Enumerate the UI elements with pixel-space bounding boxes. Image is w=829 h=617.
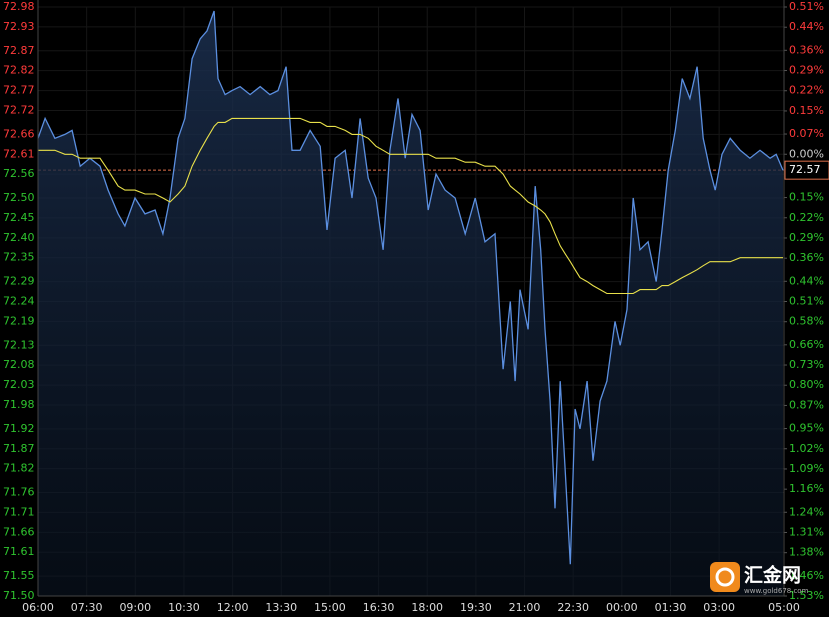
y-tick-label: 71.61 xyxy=(3,545,35,558)
y2-tick-label: 0.15% xyxy=(789,104,824,117)
y2-tick-label: 1.16% xyxy=(789,482,824,495)
x-tick-label: 03:00 xyxy=(703,601,735,614)
y-tick-label: 72.98 xyxy=(3,0,35,13)
y-tick-label: 72.50 xyxy=(3,191,35,204)
y2-tick-label: 1.02% xyxy=(789,442,824,455)
y2-tick-label: 0.36% xyxy=(789,251,824,264)
y-tick-label: 72.87 xyxy=(3,44,35,57)
y2-tick-label: 0.87% xyxy=(789,398,824,411)
y2-tick-label: 1.09% xyxy=(789,462,824,475)
y2-tick-label: 0.73% xyxy=(789,358,824,371)
y-tick-label: 72.72 xyxy=(3,103,35,116)
y-tick-label: 72.08 xyxy=(3,358,35,371)
y2-tick-label: 0.44% xyxy=(789,274,824,287)
logo-mark xyxy=(715,567,735,587)
url: www.gold678.com xyxy=(744,587,809,595)
y2-tick-label: 0.51% xyxy=(789,295,824,308)
y-tick-label: 71.87 xyxy=(3,442,35,455)
average-line xyxy=(38,117,783,295)
x-tick-label: 06:00 xyxy=(22,601,54,614)
y2-tick-label: 1.53% xyxy=(789,589,824,602)
x-tick-label: 21:00 xyxy=(509,601,541,614)
price-area xyxy=(38,11,784,596)
y-tick-label: 72.93 xyxy=(3,20,35,33)
y-tick-label: 71.92 xyxy=(3,422,35,435)
y-tick-label: 72.40 xyxy=(3,231,35,244)
y2-tick-label: 0.22% xyxy=(789,84,824,97)
y2-tick-label: 1.24% xyxy=(789,505,824,518)
y-tick-label: 71.55 xyxy=(3,569,35,582)
brand: 汇金网 xyxy=(744,564,801,587)
y-tick-label: 72.45 xyxy=(3,211,35,224)
y-tick-label: 72.77 xyxy=(3,84,35,97)
x-tick-label: 10:30 xyxy=(168,601,200,614)
x-tick-label: 12:00 xyxy=(217,601,249,614)
y-tick-label: 72.61 xyxy=(3,147,35,160)
y2-tick-label: 0.22% xyxy=(789,211,824,224)
last-price-box xyxy=(784,160,829,180)
x-tick-label: 00:00 xyxy=(606,601,638,614)
x-tick-label: 07:30 xyxy=(71,601,103,614)
y-tick-label: 72.19 xyxy=(3,314,35,327)
logo-icon xyxy=(710,562,740,592)
y2-tick-label: 0.29% xyxy=(789,64,824,77)
y2-tick-label: 0.66% xyxy=(789,338,824,351)
y-tick-label: 72.35 xyxy=(3,251,35,264)
y2-tick-label: 1.31% xyxy=(789,525,824,538)
y-tick-label: 71.66 xyxy=(3,525,35,538)
y2-tick-label: 0.80% xyxy=(789,378,824,391)
y2-tick-label: 0.00% xyxy=(789,147,824,160)
y-tick-label: 72.56 xyxy=(3,167,35,180)
last-price-label: 72.57 xyxy=(789,163,821,176)
x-tick-label: 05:00 xyxy=(768,601,800,614)
x-tick-label: 15:00 xyxy=(314,601,346,614)
y-tick-label: 72.24 xyxy=(3,295,35,308)
x-tick-label: 09:00 xyxy=(119,601,151,614)
y-tick-label: 72.66 xyxy=(3,127,35,140)
y2-tick-label: 0.36% xyxy=(789,43,824,56)
x-tick-label: 22:30 xyxy=(557,601,589,614)
x-tick-label: 19:30 xyxy=(460,601,492,614)
y-tick-label: 72.03 xyxy=(3,378,35,391)
y2-tick-label: 0.07% xyxy=(789,127,824,140)
y2-tick-label: 0.15% xyxy=(789,191,824,204)
y2-tick-label: 1.38% xyxy=(789,546,824,559)
price-line xyxy=(37,10,784,565)
y2-tick-label: 0.95% xyxy=(789,422,824,435)
x-tick-label: 16:30 xyxy=(363,601,395,614)
y-tick-label: 72.29 xyxy=(3,275,35,288)
x-tick-label: 01:30 xyxy=(655,601,687,614)
y-tick-label: 71.76 xyxy=(3,486,35,499)
y2-tick-label: 0.58% xyxy=(789,315,824,328)
y-tick-label: 71.50 xyxy=(3,589,35,602)
y-tick-label: 71.98 xyxy=(3,398,35,411)
y2-tick-label: 0.51% xyxy=(789,0,824,13)
y-tick-label: 72.82 xyxy=(3,64,35,77)
x-tick-label: 18:00 xyxy=(411,601,443,614)
x-tick-label: 13:30 xyxy=(265,601,297,614)
watermark: 汇金网 www.gold678.com xyxy=(710,562,809,595)
y2-tick-label: 1.46% xyxy=(789,569,824,582)
y-tick-label: 71.71 xyxy=(3,505,35,518)
y2-tick-label: 0.29% xyxy=(789,231,824,244)
y2-tick-label: 0.44% xyxy=(789,20,824,33)
y-tick-label: 72.13 xyxy=(3,338,35,351)
y-tick-label: 71.82 xyxy=(3,462,35,475)
